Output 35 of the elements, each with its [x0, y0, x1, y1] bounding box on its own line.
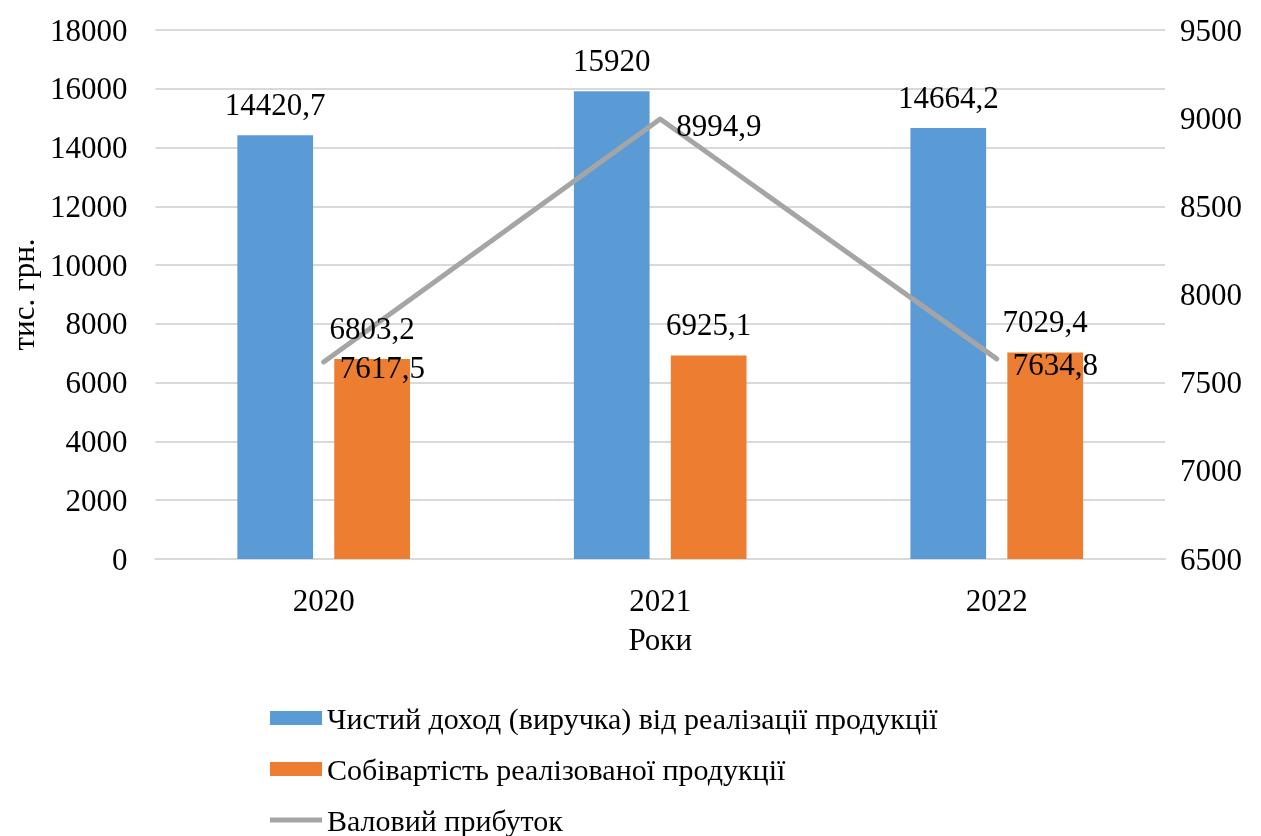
- y-tick-label: 8000: [65, 306, 128, 342]
- legend-label: Чистий доход (виручка) від реалізації продукції: [327, 701, 939, 736]
- bar: [670, 355, 747, 559]
- x-tick-label: 2022: [965, 583, 1028, 618]
- y-tick-label: 10000: [49, 247, 128, 283]
- y-tick-label: 0: [111, 541, 128, 577]
- y-tick-label: 16000: [49, 71, 128, 107]
- y-tick-label: 14000: [49, 130, 128, 166]
- legend-label: Собівартість реалізованої продукції: [327, 752, 786, 786]
- data-label: 14664,2: [897, 80, 999, 116]
- y-tick-label: 6000: [65, 365, 128, 401]
- y-axis-title: тис. грн.: [6, 238, 41, 351]
- x-axis-title: Роки: [628, 622, 693, 657]
- y2-tick-label: 8000: [1180, 277, 1242, 312]
- y2-tick-label: 9000: [1180, 100, 1242, 136]
- data-label: 6925,1: [666, 307, 752, 343]
- y2-tick-label: 9500: [1180, 12, 1242, 48]
- data-label: 6803,2: [329, 311, 415, 347]
- y-tick-label: 12000: [49, 188, 128, 224]
- data-label: 7029,4: [1002, 304, 1089, 340]
- y2-tick-label: 8500: [1180, 188, 1242, 224]
- data-label: 15920: [572, 43, 651, 79]
- data-label: 8994,9: [676, 107, 762, 143]
- y-tick-label: 4000: [65, 423, 128, 459]
- y2-tick-label: 7000: [1180, 453, 1242, 489]
- y2-tick-label: 6500: [1180, 541, 1242, 577]
- y2-tick-label: 7500: [1180, 365, 1242, 401]
- data-label: 14420,7: [224, 87, 326, 123]
- y-tick-label: 2000: [65, 482, 128, 518]
- bar: [910, 128, 987, 559]
- bar: [573, 91, 650, 559]
- y-tick-label: 18000: [49, 12, 128, 48]
- x-tick-label: 2020: [292, 583, 355, 618]
- bar: [237, 135, 314, 559]
- x-tick-label: 2021: [629, 583, 692, 618]
